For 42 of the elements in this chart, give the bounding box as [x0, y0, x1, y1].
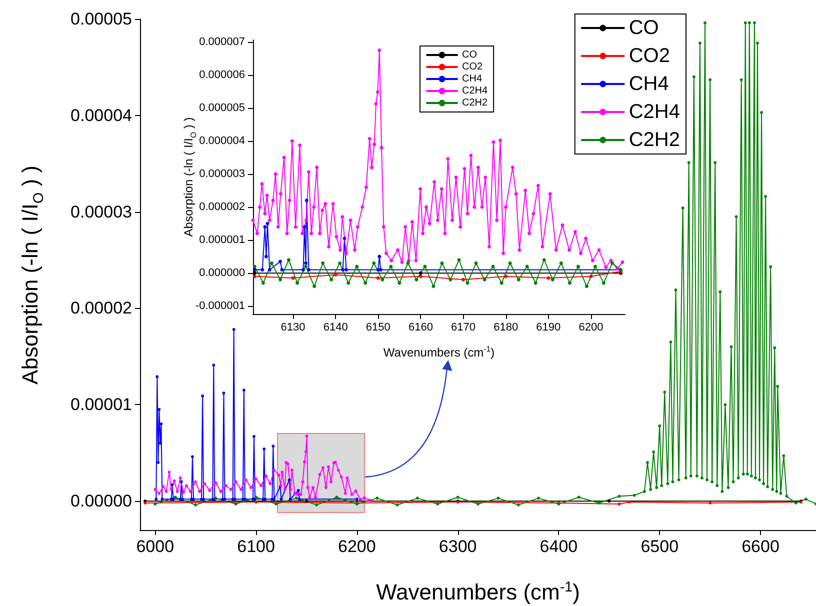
- legend-label: C2H4: [628, 101, 680, 123]
- y-tick-label: 0.00005: [70, 10, 132, 28]
- y-tick-label: -0.000001: [195, 300, 245, 312]
- legend-label: C2H4: [462, 86, 488, 96]
- x-tick-label: 6400: [540, 537, 578, 556]
- x-tick-label: 6130: [280, 322, 306, 334]
- y-tick-label: 0.000007: [199, 36, 245, 48]
- x-tick-label: 6200: [578, 322, 604, 334]
- y-tick-label: 0.00001: [70, 395, 132, 414]
- legend-label: CO: [628, 17, 659, 39]
- x-tick-label: 6180: [494, 322, 518, 334]
- y-tick-label: 0.000001: [199, 234, 245, 246]
- y-tick-label: 0.000004: [199, 135, 245, 148]
- y-tick-label: 0.00000: [70, 492, 132, 511]
- x-tick-label: 6000: [136, 537, 174, 556]
- y-tick-label: 0.000003: [199, 168, 245, 180]
- y-tick-label: 0.00004: [70, 106, 132, 125]
- x-tick-label: 6150: [366, 322, 390, 334]
- x-axis-title: Wavenumbers (cm$^{-1}$): [383, 344, 495, 360]
- legend-label: CH4: [462, 74, 482, 84]
- legend-label: CO: [462, 50, 478, 60]
- x-axis-title: Wavenumbers (cm$^{-1}$): [376, 579, 580, 605]
- x-tick-label: 6600: [742, 537, 780, 556]
- x-tick-label: 6200: [338, 537, 376, 556]
- x-tick-label: 6170: [451, 322, 476, 334]
- x-tick-label: 6160: [408, 322, 433, 334]
- x-tick-label: 6500: [640, 537, 679, 556]
- legend-label: CH4: [628, 73, 669, 95]
- x-tick-label: 6100: [237, 537, 275, 556]
- x-tick-label: 6300: [438, 537, 477, 556]
- y-tick-label: 0.000006: [199, 68, 245, 81]
- legend-label: CO2: [462, 62, 483, 72]
- y-tick-label: 0.000000: [199, 267, 245, 280]
- legend-label: C2H2: [628, 129, 680, 151]
- x-tick-label: 6140: [323, 322, 348, 334]
- y-tick-label: 0.000002: [199, 201, 245, 214]
- y-tick-label: 0.00002: [70, 298, 132, 318]
- legend-label: C2H2: [462, 98, 488, 108]
- y-tick-label: 0.00003: [70, 202, 132, 222]
- x-tick-label: 6190: [536, 322, 561, 334]
- y-tick-label: 0.000005: [199, 102, 245, 114]
- legend-label: CO2: [628, 45, 670, 67]
